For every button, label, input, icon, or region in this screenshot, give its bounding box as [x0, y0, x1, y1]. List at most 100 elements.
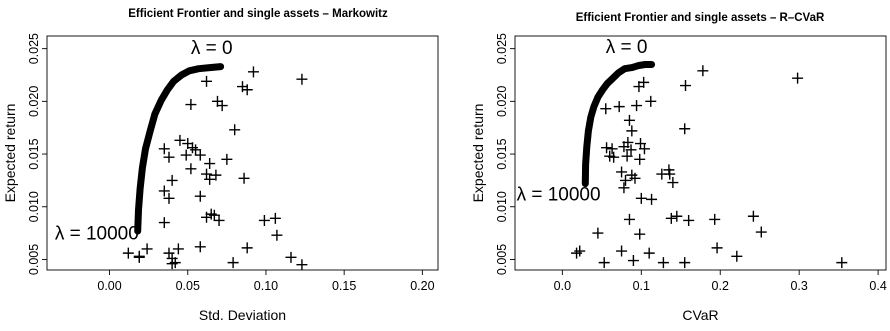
asset-point [166, 174, 178, 186]
x-axis-label: CVaR [682, 307, 718, 323]
asset-markers [122, 66, 308, 270]
asset-point [600, 103, 612, 115]
y-tick-label: 0.005 [495, 244, 509, 275]
asset-point [122, 247, 134, 259]
asset-point [755, 226, 767, 238]
asset-point [180, 149, 192, 161]
asset-point [625, 144, 637, 156]
asset-point [158, 217, 170, 229]
asset-point [601, 142, 613, 154]
asset-point [271, 229, 283, 241]
asset-point [598, 257, 610, 269]
asset-point [634, 153, 646, 165]
asset-point [643, 247, 655, 259]
plot-frame [46, 35, 439, 271]
asset-point [194, 241, 206, 253]
asset-point [201, 75, 213, 87]
asset-point [296, 259, 308, 270]
asset-point [665, 212, 677, 224]
y-tick-label: 0.015 [495, 138, 509, 169]
asset-point [629, 172, 641, 184]
asset-point [697, 65, 709, 77]
asset-point [634, 228, 646, 240]
asset-point [204, 158, 216, 170]
asset-point [623, 213, 635, 225]
asset-point [227, 257, 239, 269]
asset-point [163, 247, 175, 259]
asset-point [208, 209, 220, 221]
asset-point [645, 95, 657, 107]
asset-point [671, 210, 683, 222]
asset-point [663, 164, 675, 176]
asset-point [608, 151, 620, 163]
lambda-10000-label: λ = 10000 [517, 184, 601, 205]
y-axis-label: Expected return [470, 104, 486, 203]
asset-point [631, 100, 643, 112]
asset-point [622, 136, 634, 148]
asset-point [679, 123, 691, 135]
asset-point [163, 192, 175, 204]
asset-point [166, 258, 178, 270]
asset-point [204, 173, 216, 185]
lambda-zero-label: λ = 0 [191, 38, 233, 59]
asset-point [238, 172, 250, 184]
asset-point [285, 251, 297, 263]
y-axis-label: Expected return [2, 104, 18, 203]
asset-point [133, 251, 145, 263]
asset-point [626, 125, 638, 137]
asset-point [606, 143, 618, 155]
asset-markers [571, 65, 848, 269]
asset-point [635, 192, 647, 204]
asset-point [680, 80, 692, 92]
x-tick-label: 0.2 [712, 279, 729, 293]
asset-point [241, 84, 253, 96]
asset-point [158, 143, 170, 155]
x-tick-label: 0.1 [633, 279, 650, 293]
asset-point [621, 150, 633, 162]
asset-point [269, 212, 281, 224]
asset-point [646, 193, 658, 205]
x-tick-label: 0.3 [790, 279, 807, 293]
lambda-10000-label: λ = 10000 [55, 223, 139, 244]
y-tick-label: 0.005 [27, 244, 41, 275]
asset-point [709, 213, 721, 225]
asset-point [667, 177, 679, 189]
x-tick-label: 0.4 [869, 279, 886, 293]
y-tick-label: 0.010 [27, 191, 41, 222]
rcvar-panel: Efficient Frontier and single assets – R… [470, 12, 887, 323]
asset-point [213, 214, 225, 226]
asset-point [185, 163, 197, 175]
asset-point [163, 151, 175, 163]
asset-point [194, 149, 206, 161]
y-tick-label: 0.020 [495, 86, 509, 117]
asset-point [747, 210, 759, 222]
asset-point [792, 72, 804, 84]
efficient-frontier-line [581, 61, 656, 188]
x-tick-label: 0.00 [97, 279, 121, 293]
asset-point [158, 185, 170, 197]
x-axis-label: Std. Deviation [199, 307, 286, 323]
x-tick-label: 0.0 [554, 279, 571, 293]
asset-point [210, 169, 222, 181]
markowitz-panel: Efficient Frontier and single assets – M… [2, 8, 439, 323]
asset-point [623, 114, 635, 126]
asset-point [247, 66, 259, 78]
asset-point [620, 174, 632, 186]
asset-point [201, 168, 213, 180]
asset-point [592, 227, 604, 239]
asset-point [711, 242, 723, 254]
asset-point [679, 257, 691, 269]
asset-point [618, 182, 630, 194]
y-tick-label: 0.010 [495, 191, 509, 222]
plot-frame [514, 35, 887, 271]
asset-point [296, 73, 308, 85]
y-tick-label: 0.015 [27, 138, 41, 169]
asset-point [616, 166, 628, 178]
asset-point [194, 190, 206, 202]
chart-title: Efficient Frontier and single assets – M… [128, 8, 388, 20]
lambda-zero-label: λ = 0 [606, 37, 648, 58]
asset-point [241, 242, 253, 254]
asset-point [174, 134, 186, 146]
asset-point [190, 144, 202, 156]
